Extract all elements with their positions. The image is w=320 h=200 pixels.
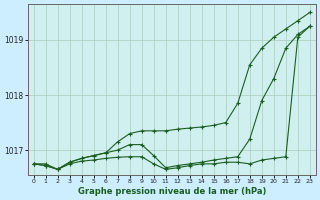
X-axis label: Graphe pression niveau de la mer (hPa): Graphe pression niveau de la mer (hPa) <box>77 187 266 196</box>
